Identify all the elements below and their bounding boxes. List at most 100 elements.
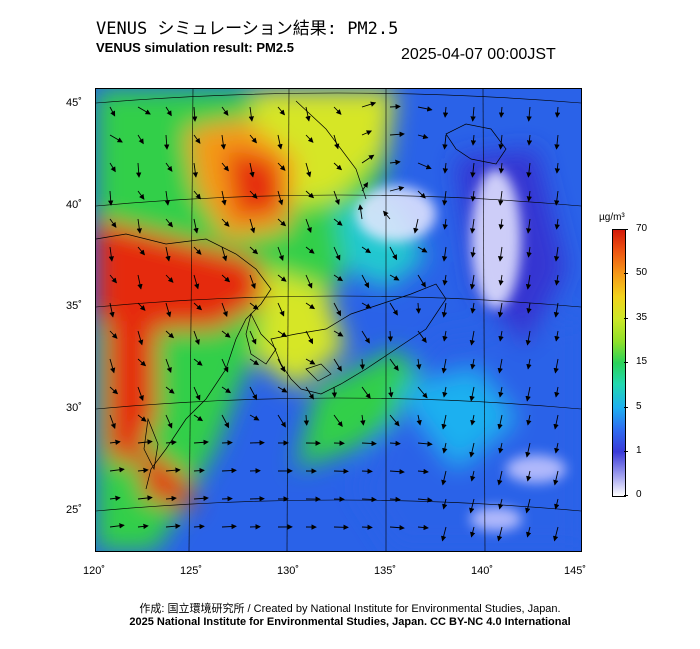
- wind-arrow: [357, 204, 364, 220]
- wind-arrow: [554, 274, 560, 286]
- wind-arrow: [163, 134, 170, 150]
- wind-arrow: [389, 274, 400, 281]
- wind-arrow: [389, 159, 401, 166]
- wind-arrow: [137, 439, 153, 445]
- wind-arrow: [554, 190, 560, 206]
- wind-arrow: [165, 274, 174, 283]
- wind-arrow: [469, 386, 475, 402]
- wind-arrow: [221, 190, 227, 206]
- wind-arrow: [554, 330, 560, 342]
- wind-arrow: [221, 496, 233, 502]
- wind-arrow: [305, 162, 312, 178]
- wind-arrow: [135, 162, 142, 178]
- wind-arrow: [470, 162, 476, 178]
- wind-arrow: [361, 130, 373, 136]
- wind-arrow: [165, 523, 181, 529]
- wind-arrow: [416, 358, 422, 370]
- wind-arrow: [221, 467, 237, 474]
- wind-arrow: [107, 190, 114, 206]
- wind-arrow: [248, 106, 254, 122]
- wind-arrow: [333, 162, 343, 171]
- wind-arrow: [361, 274, 370, 289]
- wind-arrow: [277, 358, 286, 373]
- wind-arrow: [441, 470, 447, 486]
- wind-arrow: [249, 190, 258, 199]
- wind-arrow: [470, 246, 476, 258]
- wind-arrow: [361, 181, 369, 192]
- wind-arrow: [554, 442, 560, 454]
- wind-arrow: [554, 162, 561, 174]
- wind-arrow: [497, 302, 504, 318]
- wind-arrow: [553, 302, 560, 318]
- wind-arrow: [553, 246, 560, 262]
- wind-arrow: [389, 302, 398, 316]
- wind-arrow: [109, 414, 116, 430]
- wind-arrow: [389, 496, 401, 503]
- wind-arrow: [193, 414, 204, 422]
- wind-arrow: [164, 190, 170, 206]
- wind-arrow: [193, 467, 205, 474]
- wind-arrow: [389, 246, 398, 261]
- wind-arrow: [469, 330, 475, 346]
- wind-arrow: [333, 274, 344, 282]
- wind-arrow: [165, 467, 181, 473]
- wind-arrow: [417, 497, 433, 503]
- wind-arrow: [389, 414, 400, 427]
- wind-arrow: [109, 386, 119, 395]
- wind-arrow: [525, 330, 531, 346]
- wind-arrow: [361, 468, 373, 474]
- wind-arrow: [165, 302, 172, 318]
- wind-arrow: [470, 218, 476, 234]
- wind-arrow: [136, 218, 142, 234]
- wind-arrow: [221, 358, 229, 373]
- wind-arrow: [305, 302, 316, 310]
- wind-arrow: [470, 526, 476, 538]
- wind-arrow: [470, 470, 476, 482]
- wind-arrow: [470, 106, 476, 122]
- wind-arrow: [220, 134, 226, 150]
- wind-arrow: [165, 358, 172, 374]
- wind-arrow: [333, 330, 344, 337]
- wind-arrow: [193, 134, 201, 144]
- wind-arrow: [442, 134, 448, 150]
- wind-arrow: [305, 358, 316, 365]
- wind-arrow: [470, 190, 476, 202]
- colorbar-tickmark: [624, 273, 628, 274]
- wind-arrow: [109, 106, 116, 117]
- wind-arrow: [441, 358, 447, 374]
- wind-arrow: [277, 134, 283, 150]
- wind-arrow: [469, 274, 476, 290]
- wind-arrow: [526, 358, 532, 370]
- wind-arrow: [526, 470, 532, 482]
- wind-arrow: [417, 441, 433, 447]
- wind-arrow: [441, 246, 448, 262]
- wind-arrow: [442, 190, 448, 206]
- wind-arrow: [361, 246, 372, 254]
- wind-arrow: [417, 468, 429, 475]
- wind-arrow: [554, 218, 560, 230]
- wind-arrow: [305, 386, 314, 400]
- wind-arrow: [221, 246, 228, 262]
- wind-arrow: [109, 495, 121, 501]
- wind-arrow: [249, 386, 258, 401]
- wind-arrow: [441, 526, 447, 542]
- wind-arrow: [305, 106, 311, 122]
- wind-arrow: [221, 414, 230, 429]
- pm25-map: [95, 88, 582, 552]
- wind-arrow: [109, 467, 125, 473]
- wind-arrow: [525, 274, 532, 290]
- wind-arrow: [553, 414, 559, 430]
- colorbar-tickmark: [624, 407, 628, 408]
- wind-arrow: [361, 101, 377, 108]
- wind-arrow: [498, 442, 504, 454]
- wind-arrow: [526, 106, 532, 122]
- wind-arrow: [383, 210, 391, 220]
- wind-arrow: [137, 246, 145, 256]
- wind-arrow: [389, 524, 405, 531]
- wind-arrow: [361, 154, 375, 164]
- wind-arrow: [497, 414, 503, 430]
- wind-arrow: [498, 274, 504, 286]
- wind-arrow: [442, 106, 449, 118]
- wind-arrow: [249, 134, 257, 144]
- wind-arrow: [109, 218, 117, 228]
